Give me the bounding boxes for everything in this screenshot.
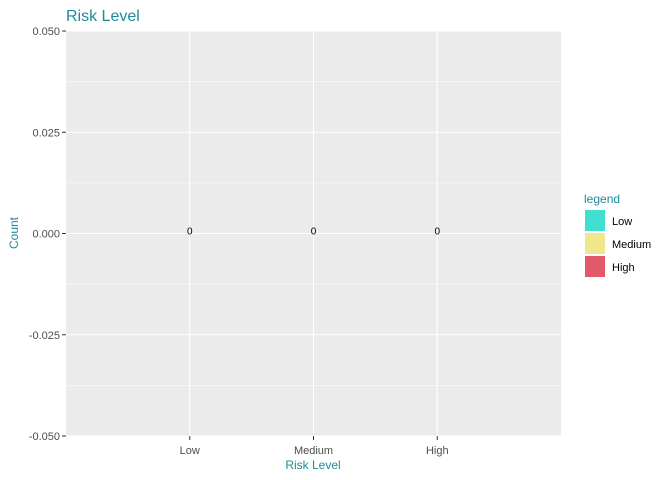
- major-gridlines: [66, 30, 561, 437]
- data-label: 0: [187, 227, 193, 238]
- legend-label: Medium: [612, 239, 651, 251]
- y-tick-label: 0.000: [32, 229, 60, 241]
- x-tick-label: Low: [180, 445, 200, 457]
- y-tick-label: -0.025: [29, 330, 60, 342]
- y-axis-ticks: -0.050 -0.025 0.000 0.025 0.050: [29, 26, 66, 443]
- chart-title: Risk Level: [66, 8, 140, 25]
- y-tick-label: -0.050: [29, 431, 60, 443]
- data-label-group: 0 0 0: [187, 227, 441, 238]
- x-tick-label: Medium: [294, 445, 333, 457]
- legend: legend Low Medium High: [584, 192, 651, 277]
- x-axis-ticks: Low Medium High: [180, 436, 449, 457]
- legend-items: Low Medium High: [585, 210, 651, 277]
- legend-label: High: [612, 262, 635, 274]
- y-tick-label: 0.025: [32, 127, 60, 139]
- legend-title: legend: [584, 192, 620, 206]
- y-tick-label: 0.050: [32, 26, 60, 38]
- y-axis-title: Count: [7, 216, 21, 249]
- legend-label: Low: [612, 216, 632, 228]
- legend-key: [585, 233, 605, 254]
- data-label: 0: [311, 227, 317, 238]
- x-axis-title: Risk Level: [285, 458, 340, 472]
- legend-key: [585, 210, 605, 231]
- legend-key: [585, 256, 605, 277]
- x-tick-label: High: [426, 445, 449, 457]
- data-label: 0: [434, 227, 440, 238]
